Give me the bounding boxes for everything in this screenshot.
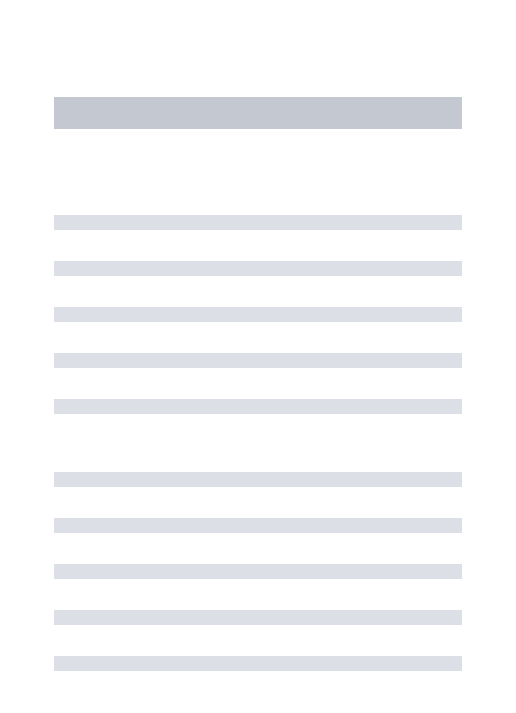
- skeleton-container: [0, 0, 516, 671]
- skeleton-line: [54, 564, 462, 579]
- skeleton-line: [54, 656, 462, 671]
- skeleton-header: [54, 97, 462, 129]
- skeleton-line: [54, 518, 462, 533]
- skeleton-line: [54, 261, 462, 276]
- skeleton-line: [54, 353, 462, 368]
- skeleton-line: [54, 215, 462, 230]
- skeleton-line: [54, 399, 462, 414]
- skeleton-line: [54, 610, 462, 625]
- section-gap: [54, 445, 462, 472]
- skeleton-line: [54, 307, 462, 322]
- skeleton-line: [54, 472, 462, 487]
